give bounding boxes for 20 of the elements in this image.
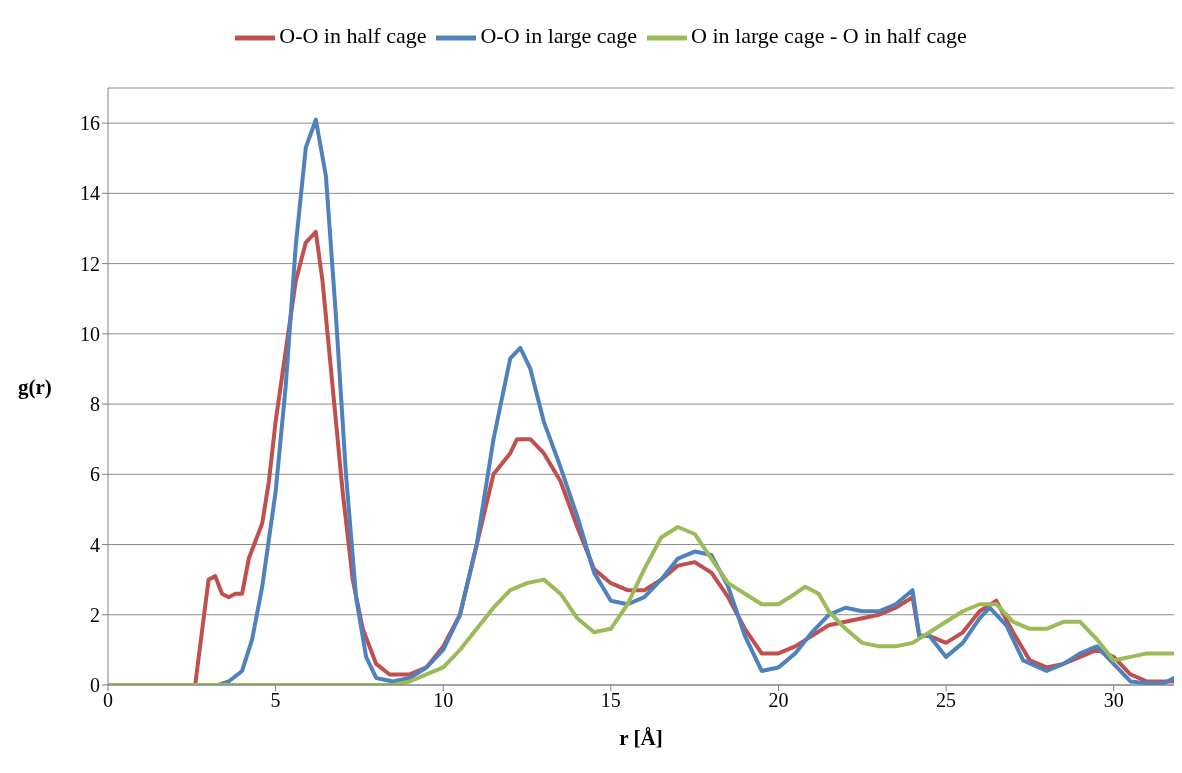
y-tick-label: 14 <box>80 182 100 205</box>
y-tick-label: 12 <box>80 252 100 275</box>
x-tick-label: 20 <box>768 689 789 712</box>
x-tick-label: 15 <box>600 689 621 712</box>
legend-label: O-O in half cage <box>279 23 427 49</box>
x-tick-label: 5 <box>270 689 281 712</box>
legend-label: O-O in large cage <box>480 23 638 49</box>
y-tick-label: 10 <box>80 322 100 345</box>
x-axis-title: r [Å] <box>619 726 663 750</box>
legend-label: O in large cage - O in half cage <box>691 23 967 49</box>
y-tick-label: 2 <box>90 603 100 626</box>
x-tick-label: 25 <box>936 689 957 712</box>
y-tick-label: 16 <box>80 112 100 135</box>
y-axis-title: g(r) <box>18 374 52 399</box>
y-tick-label: 6 <box>90 463 100 486</box>
y-tick-label: 4 <box>90 533 100 556</box>
y-tick-label: 8 <box>90 393 100 416</box>
x-tick-label: 10 <box>433 689 454 712</box>
x-tick-label: 30 <box>1103 689 1124 712</box>
y-tick-label: 0 <box>90 674 100 697</box>
